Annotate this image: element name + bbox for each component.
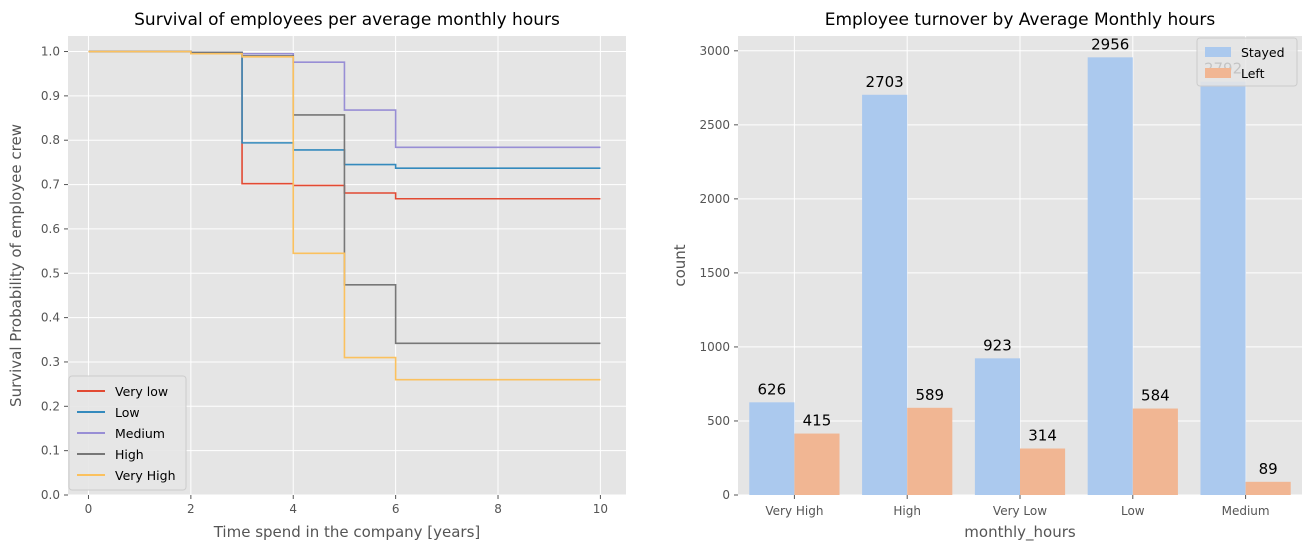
y-tick-label: 0.0 [41, 488, 60, 502]
x-tick-label: 2 [187, 502, 195, 516]
x-axis-label: Time spend in the company [years] [213, 523, 481, 541]
x-tick-label: Low [1121, 504, 1145, 518]
bar-stayed [974, 358, 1020, 495]
legend: Very low Low Medium High Very High [68, 375, 187, 491]
legend-label: Stayed [1241, 45, 1285, 60]
bar-value-label: 589 [915, 386, 944, 404]
y-tick-label: 3000 [699, 44, 730, 58]
x-tick-label: 0 [85, 502, 93, 516]
y-tick-label: 0.7 [41, 178, 60, 192]
bar-value-label: 89 [1259, 460, 1278, 478]
bar-value-label: 415 [803, 412, 832, 430]
legend-label: Left [1241, 66, 1265, 81]
series-line-very-high [88, 50, 601, 381]
y-tick-label: 0.5 [41, 266, 60, 280]
turnover-chart: 0 500 1000 1500 2000 2500 3000 Very High High Ver… [671, 10, 1302, 542]
chart-title: Employee turnover by Average Monthly hou… [825, 10, 1216, 30]
bar-value-label: 923 [983, 336, 1012, 354]
y-tick-label: 0.6 [41, 222, 60, 236]
x-tick-label: 8 [494, 502, 502, 516]
legend-label: High [115, 447, 144, 462]
survival-chart: 0.0 0.1 0.2 0.3 0.4 0.5 0.6 0.7 0.8 0.9 1.0 0 2 4 6 8 10… [7, 10, 626, 541]
bar-left [907, 407, 953, 495]
x-tick-label: 4 [289, 502, 297, 516]
chart-title: Survival of employees per average monthl… [134, 10, 560, 30]
legend-label: Very High [115, 468, 176, 483]
x-tick-label: Very Low [993, 504, 1047, 518]
legend-swatch [1205, 68, 1231, 78]
y-tick-label: 500 [707, 414, 730, 428]
x-tick-label: Medium [1222, 504, 1270, 518]
x-axis-label: monthly_hours [964, 523, 1076, 542]
y-tick-label: 1000 [699, 340, 730, 354]
y-tick-label: 0.2 [41, 399, 60, 413]
bar-left [1020, 448, 1066, 495]
bar-value-label: 584 [1141, 387, 1170, 405]
y-tick-label: 1.0 [41, 45, 60, 59]
legend: Stayed Left [1196, 37, 1298, 87]
bar-value-label: 2956 [1091, 35, 1129, 53]
legend-swatch [1205, 47, 1231, 57]
bar-left [794, 433, 840, 495]
y-tick-label: 0.1 [41, 444, 60, 458]
bar-stayed [749, 402, 795, 495]
y-tick-label: 2500 [699, 118, 730, 132]
bar-value-label: 2703 [866, 73, 904, 91]
x-tick-label: Very High [765, 504, 823, 518]
bar-left [1245, 481, 1291, 495]
bar-left [1132, 408, 1178, 495]
legend-label: Low [115, 405, 140, 420]
y-tick-label: 1500 [699, 266, 730, 280]
x-tick-label: 6 [392, 502, 400, 516]
legend-box [68, 375, 187, 491]
y-tick-label: 0.4 [41, 311, 60, 325]
y-tick-label: 0 [722, 488, 730, 502]
x-tick-label: 10 [593, 502, 608, 516]
bar-value-label: 626 [758, 380, 787, 398]
y-tick-label: 0.9 [41, 89, 60, 103]
bar-stayed [1087, 57, 1133, 495]
bar-value-label: 314 [1028, 427, 1057, 445]
legend-label: Medium [115, 426, 165, 441]
y-tick-label: 0.3 [41, 355, 60, 369]
bar-stayed [1200, 81, 1246, 495]
y-tick-label: 0.8 [41, 133, 60, 147]
bar-stayed [862, 94, 908, 495]
x-tick-label: High [893, 504, 921, 518]
y-axis-label: Survival Probability of employee crew [7, 124, 25, 407]
legend-label: Very low [115, 384, 168, 399]
y-axis-label: count [671, 244, 689, 286]
y-tick-label: 2000 [699, 192, 730, 206]
